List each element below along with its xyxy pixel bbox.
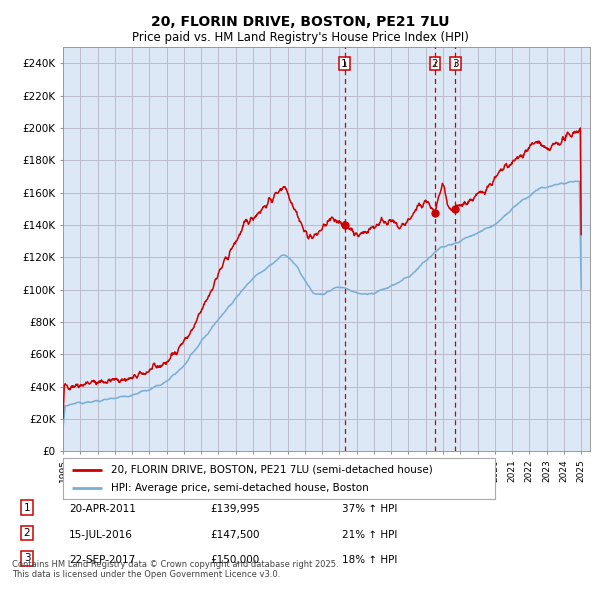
Text: 22-SEP-2017: 22-SEP-2017 bbox=[69, 555, 135, 565]
Text: 1: 1 bbox=[23, 503, 31, 513]
Text: £139,995: £139,995 bbox=[210, 504, 260, 514]
Text: 18% ↑ HPI: 18% ↑ HPI bbox=[342, 555, 397, 565]
Text: 2: 2 bbox=[432, 58, 439, 68]
Text: Contains HM Land Registry data © Crown copyright and database right 2025.
This d: Contains HM Land Registry data © Crown c… bbox=[12, 560, 338, 579]
Text: HPI: Average price, semi-detached house, Boston: HPI: Average price, semi-detached house,… bbox=[110, 483, 368, 493]
Text: 37% ↑ HPI: 37% ↑ HPI bbox=[342, 504, 397, 514]
Text: £147,500: £147,500 bbox=[210, 530, 260, 540]
Text: 3: 3 bbox=[23, 553, 31, 563]
Text: 15-JUL-2016: 15-JUL-2016 bbox=[69, 530, 133, 540]
Text: 21% ↑ HPI: 21% ↑ HPI bbox=[342, 530, 397, 540]
Text: 3: 3 bbox=[452, 58, 459, 68]
Text: 1: 1 bbox=[341, 58, 348, 68]
Text: 20-APR-2011: 20-APR-2011 bbox=[69, 504, 136, 514]
Text: £150,000: £150,000 bbox=[210, 555, 259, 565]
Text: Price paid vs. HM Land Registry's House Price Index (HPI): Price paid vs. HM Land Registry's House … bbox=[131, 31, 469, 44]
Text: 2: 2 bbox=[23, 528, 31, 538]
Text: 20, FLORIN DRIVE, BOSTON, PE21 7LU: 20, FLORIN DRIVE, BOSTON, PE21 7LU bbox=[151, 15, 449, 29]
Text: 20, FLORIN DRIVE, BOSTON, PE21 7LU (semi-detached house): 20, FLORIN DRIVE, BOSTON, PE21 7LU (semi… bbox=[110, 465, 432, 475]
